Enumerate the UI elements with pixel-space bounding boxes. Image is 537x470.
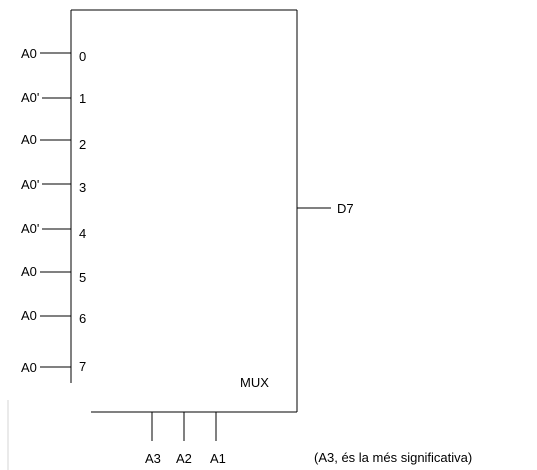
input-index-label: 7 (79, 359, 86, 374)
input-signal-label: A0 (21, 360, 37, 375)
input-signal-label: A0' (21, 221, 39, 236)
input-signal-label: A0' (21, 177, 39, 192)
input-pin-3: A0' 3 (21, 177, 86, 195)
input-pin-2: A0 2 (21, 132, 86, 152)
input-index-label: 2 (79, 137, 86, 152)
select-label-a3: A3 (145, 451, 161, 466)
input-pin-1: A0' 1 (21, 90, 86, 106)
input-pin-7: A0 7 (21, 359, 86, 375)
input-index-label: 6 (79, 311, 86, 326)
input-index-label: 4 (79, 226, 86, 241)
input-index-label: 1 (79, 91, 86, 106)
input-signal-label: A0 (21, 46, 37, 61)
input-pin-0: A0 0 (21, 46, 86, 64)
input-signal-label: A0 (21, 132, 37, 147)
input-pin-4: A0' 4 (21, 221, 86, 241)
input-index-label: 3 (79, 180, 86, 195)
input-signal-label: A0' (21, 90, 39, 105)
select-label-a2: A2 (176, 451, 192, 466)
input-pin-5: A0 5 (21, 264, 86, 285)
select-label-a1: A1 (210, 451, 226, 466)
input-pin-6: A0 6 (21, 308, 86, 326)
input-index-label: 5 (79, 270, 86, 285)
output-label: D7 (337, 201, 354, 216)
input-signal-label: A0 (21, 264, 37, 279)
input-signal-label: A0 (21, 308, 37, 323)
mux-title: MUX (240, 375, 269, 390)
input-index-label: 0 (79, 49, 86, 64)
select-significance-note: (A3, és la més significativa) (314, 450, 472, 465)
